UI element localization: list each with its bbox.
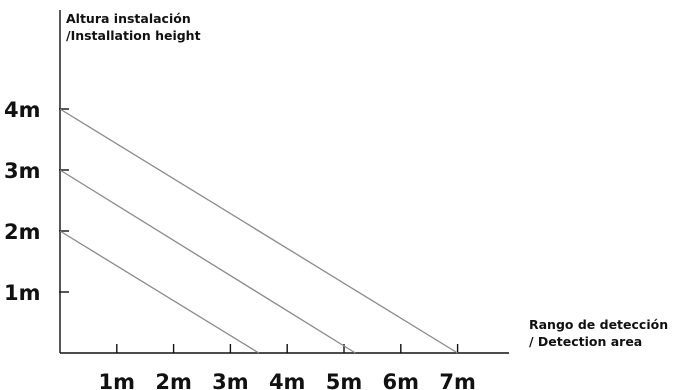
height-line <box>59 230 260 354</box>
y-ticks: 1m 2m 3m 4m <box>4 98 69 305</box>
height-line <box>59 169 356 354</box>
x-tick-label: 3m <box>212 370 249 390</box>
y-tick-label: 3m <box>4 159 41 183</box>
height-line <box>59 108 458 354</box>
y-axis-title-line: /Installation height <box>66 28 201 43</box>
x-tick-label: 6m <box>383 370 420 390</box>
x-axis-title-line: Rango de detección <box>529 317 668 332</box>
x-axis-title-line: / Detection area <box>529 334 642 349</box>
x-tick-label: 2m <box>155 370 192 390</box>
x-tick-label: 1m <box>99 370 136 390</box>
y-tick-label: 2m <box>4 220 41 244</box>
y-axis-title: Altura instalación/Installation height <box>66 11 201 43</box>
x-tick-label: 5m <box>326 370 363 390</box>
x-tick-label: 7m <box>439 370 476 390</box>
y-tick-label: 4m <box>4 98 41 122</box>
x-axis-title: Rango de detección / Detection area <box>529 317 668 349</box>
x-tick-label: 4m <box>269 370 306 390</box>
y-axis-title-line: Altura instalación <box>66 11 191 26</box>
y-tick-label: 1m <box>4 281 41 305</box>
series-lines <box>59 108 458 354</box>
x-ticks: 1m 2m 3m 4m 5m 6m 7m <box>99 344 476 390</box>
axes <box>59 10 509 354</box>
